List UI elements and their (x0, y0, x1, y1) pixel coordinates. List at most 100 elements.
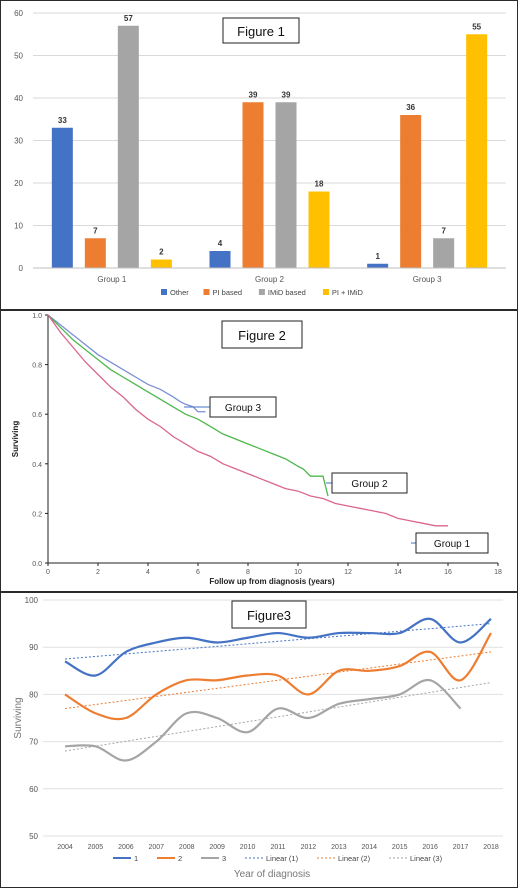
x-tick-label: Group 1 (97, 275, 126, 284)
legend-swatch (203, 289, 210, 295)
y-tick-label: 0.8 (32, 363, 42, 370)
series-line (64, 678, 462, 762)
data-label: 33 (58, 116, 67, 125)
series-line (64, 632, 492, 721)
legend-label: IMiD based (268, 288, 306, 297)
x-tick-label: 8 (246, 569, 250, 576)
bar (433, 238, 455, 268)
y-axis-title: Surviving (13, 697, 24, 738)
annotation-label: Group 3 (225, 403, 262, 414)
legend-label: Linear (3) (410, 854, 443, 863)
x-tick-label: 2013 (331, 844, 347, 851)
data-label: 2 (159, 248, 164, 257)
figure-title: Figure 2 (238, 328, 286, 343)
x-tick-label: 2011 (270, 844, 285, 851)
y-tick-label: 50 (29, 832, 38, 841)
legend-label: Linear (1) (266, 854, 299, 863)
y-tick-label: 50 (14, 52, 23, 61)
trendline (64, 623, 492, 660)
x-tick-label: 2018 (483, 844, 499, 851)
x-tick-label: 2004 (57, 844, 73, 851)
y-tick-label: 20 (14, 179, 23, 188)
figure-title-box (221, 320, 303, 349)
x-tick-label: 2009 (209, 844, 225, 851)
figure-3-panel: 50 60 70 80 90 100 2004 2005 2006 2007 2008 2009 201… (0, 592, 518, 888)
survival-curve (47, 314, 206, 413)
x-tick-label: 2 (96, 569, 100, 576)
data-label: 39 (249, 90, 258, 99)
x-tick-label: 6 (196, 569, 200, 576)
x-tick-label: 2015 (392, 844, 408, 851)
x-tick-label: 2012 (301, 844, 317, 851)
figure-title-box (222, 17, 300, 44)
x-tick-label: 18 (494, 569, 502, 576)
x-tick-label: 2005 (88, 844, 104, 851)
bar (209, 251, 231, 268)
bar (466, 34, 488, 268)
y-tick-label: 0.4 (32, 462, 42, 469)
x-tick-label: Group 3 (413, 275, 442, 284)
x-tick-label: 2010 (240, 844, 256, 851)
figure-2-panel: 0 2 4 6 8 10 12 14 16 18 0.0 0.2 0.4 0.6 0.8 1.0 Follow … (0, 310, 518, 592)
bar (400, 115, 422, 268)
x-tick-label: Group 2 (255, 275, 284, 284)
data-label: 4 (218, 239, 223, 248)
x-tick-label: 0 (46, 569, 50, 576)
bar (150, 259, 172, 268)
legend-swatch (258, 289, 265, 295)
legend-swatch (161, 289, 167, 295)
annotation-label: Group 2 (351, 479, 388, 490)
bar (51, 127, 73, 268)
y-axis-title: Surviving (11, 421, 20, 458)
annotation-box (209, 396, 277, 418)
x-tick-label: 16 (444, 569, 452, 576)
data-label: 7 (441, 226, 446, 235)
legend-swatch (322, 289, 329, 295)
x-axis-title: Year of diagnosis (234, 869, 310, 880)
figure-title: Figure 1 (237, 24, 285, 39)
y-tick-label: 70 (29, 738, 38, 747)
y-tick-label: 0.6 (32, 412, 42, 419)
legend-label: 2 (178, 854, 182, 863)
x-tick-label: 14 (394, 569, 402, 576)
data-label: 57 (124, 14, 133, 23)
bar (308, 191, 330, 268)
y-tick-label: 0 (19, 264, 24, 273)
figure-title-box (231, 600, 307, 629)
y-tick-label: 10 (14, 222, 23, 231)
x-tick-label: 2006 (118, 844, 134, 851)
figure-3-chart: 50 60 70 80 90 100 2004 2005 2006 2007 2008 2009 201… (13, 596, 503, 880)
legend-label: PI + IMiD (332, 288, 364, 297)
data-label: 36 (406, 103, 415, 112)
series-line (64, 617, 492, 677)
figure-1-panel: 0 10 20 30 40 50 60 33 7 57 2 Group 1 4 39 39 18 Group 2… (0, 0, 518, 310)
bar (84, 238, 106, 268)
y-tick-label: 100 (25, 596, 39, 605)
data-label: 1 (375, 252, 380, 261)
legend-label: Other (170, 288, 189, 297)
x-tick-label: 2008 (179, 844, 195, 851)
data-label: 7 (93, 226, 98, 235)
x-tick-label: 4 (146, 569, 150, 576)
annotation-label: Group 1 (434, 539, 471, 550)
legend-label: Linear (2) (338, 854, 371, 863)
annotation-box (331, 472, 408, 494)
y-tick-label: 90 (29, 643, 38, 652)
x-tick-label: 2007 (148, 844, 164, 851)
legend-label: 3 (222, 854, 226, 863)
survival-curve (47, 314, 448, 527)
data-label: 55 (472, 22, 481, 31)
data-label: 39 (282, 90, 291, 99)
figure-title: Figure3 (247, 608, 291, 623)
annotation-box (415, 532, 489, 554)
data-label: 18 (315, 180, 324, 189)
bar (275, 102, 297, 268)
y-tick-label: 60 (29, 785, 38, 794)
x-tick-label: 12 (344, 569, 352, 576)
x-axis-title: Follow up from diagnosis (years) (209, 577, 335, 586)
y-tick-label: 0.0 (32, 561, 42, 568)
figure-2-chart: 0 2 4 6 8 10 12 14 16 18 0.0 0.2 0.4 0.6 0.8 1.0 Follow … (11, 313, 502, 586)
y-tick-label: 60 (14, 9, 23, 18)
y-tick-label: 80 (29, 690, 38, 699)
y-tick-label: 1.0 (32, 313, 42, 320)
